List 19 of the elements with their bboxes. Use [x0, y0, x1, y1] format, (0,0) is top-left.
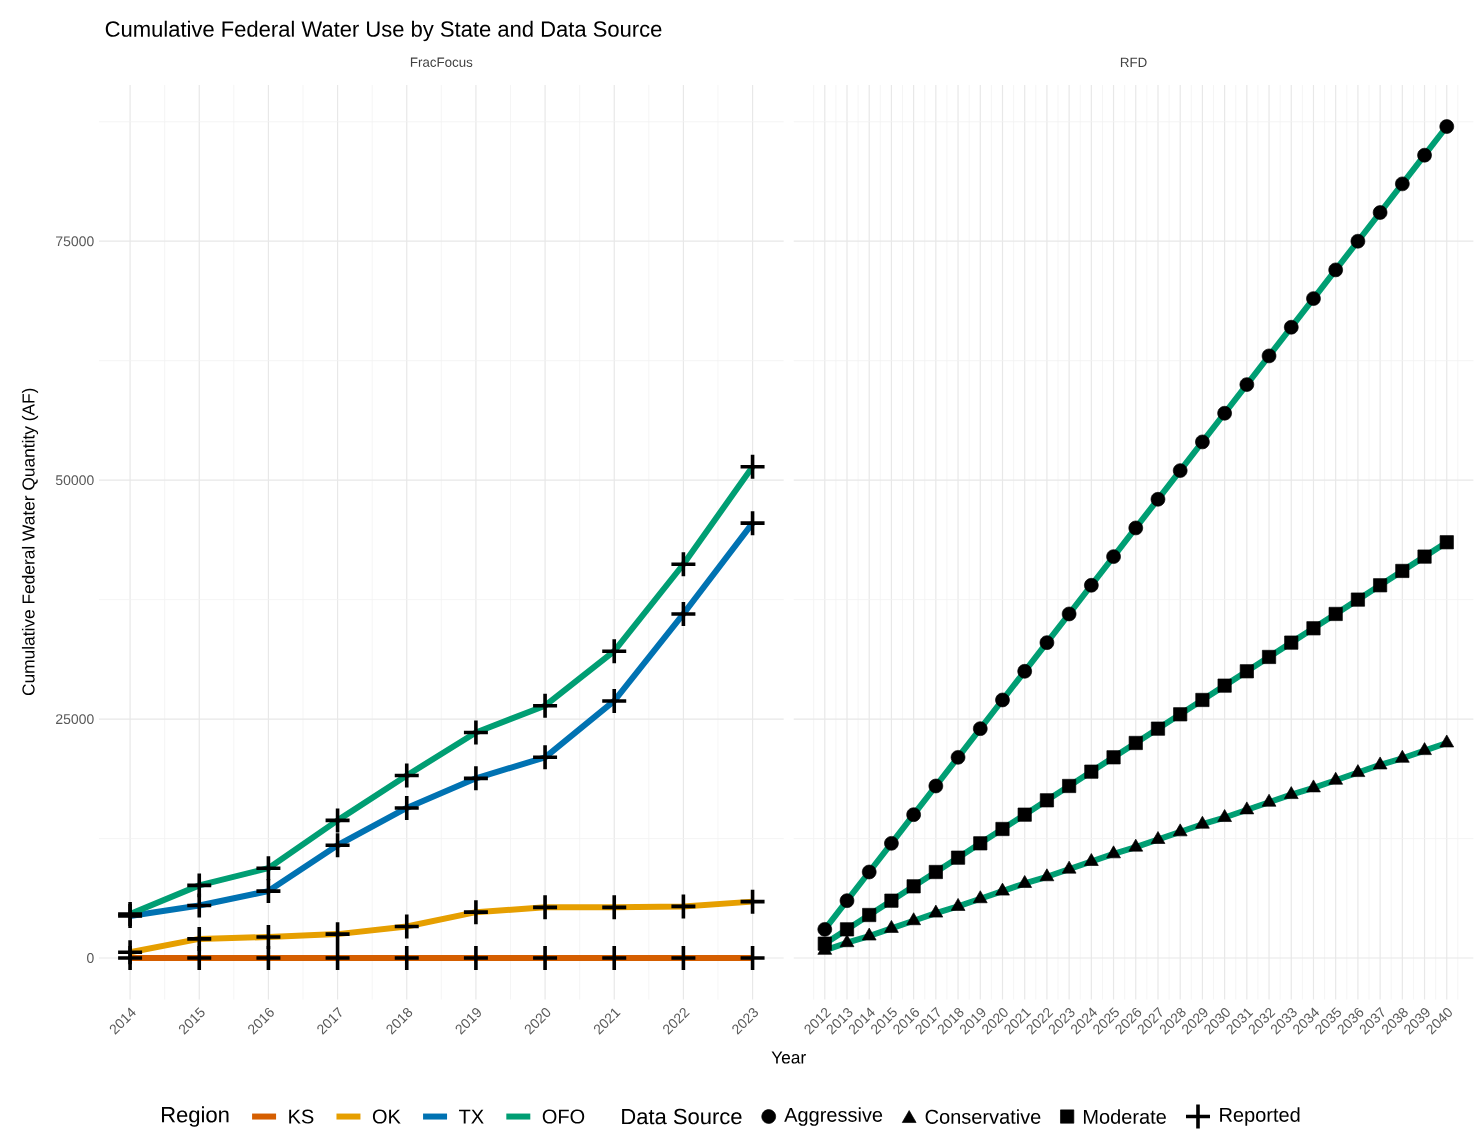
text: Reported: [1220, 1107, 1300, 1127]
legend-title: Data Source: [622, 1108, 742, 1125]
y-tick-label: 75000: [56, 236, 94, 247]
y-tick-label: 0: [87, 953, 94, 964]
chart-title: Cumulative Federal Water Use by State and Data Source: [105, 20, 662, 42]
legend-label: OK: [372, 1109, 401, 1124]
legend-label: TX: [459, 1109, 484, 1124]
legend-label: KS: [289, 1109, 314, 1124]
chart-subtitle: FracFocus: [410, 57, 473, 68]
legend-title: Region: [162, 1106, 229, 1128]
x-axis-title: Year: [771, 1051, 806, 1064]
legend-label: Aggressive: [784, 1107, 883, 1127]
legend-label: Moderate: [1083, 1109, 1166, 1125]
y-tick-label: 25000: [56, 714, 94, 725]
chart-subtitle: RFD: [1120, 57, 1147, 68]
legend-label: OFO: [542, 1109, 585, 1124]
y-tick-label: 50000: [55, 475, 94, 486]
legend-label: Conservative: [925, 1109, 1041, 1125]
y-axis-title: Cumulative Federal Water Quantity (AF): [21, 388, 39, 696]
